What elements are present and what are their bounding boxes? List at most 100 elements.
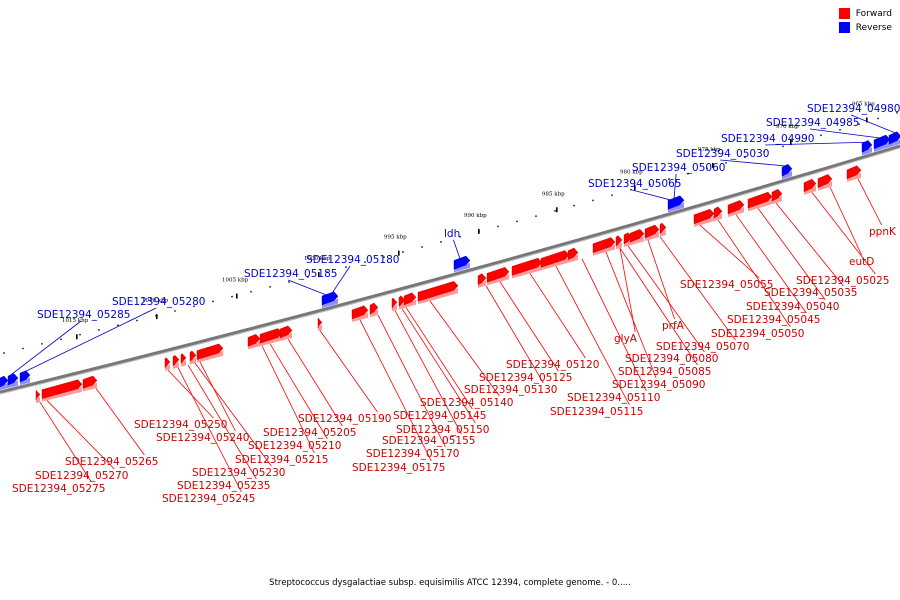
reverse-gene-label[interactable]: SDE12394_05185 [244, 268, 337, 280]
forward-gene-arrow[interactable] [747, 191, 773, 212]
forward-gene-arrow[interactable] [164, 357, 171, 371]
forward-gene-label[interactable]: SDE12394_05150 [396, 424, 489, 436]
gene-features [0, 131, 900, 404]
reverse-gene-label[interactable]: SDE12394_05030 [676, 148, 769, 160]
forward-gene-label[interactable]: SDE12394_05175 [352, 462, 445, 474]
reverse-gene-arrow[interactable] [781, 164, 793, 180]
forward-gene-arrow[interactable] [567, 247, 579, 263]
forward-gene-arrow[interactable] [247, 334, 261, 350]
forward-gene-label[interactable]: SDE12394_05245 [162, 493, 255, 505]
forward-gene-label[interactable]: SDE12394_05210 [248, 440, 341, 452]
reverse-gene-arrow[interactable] [0, 375, 9, 390]
forward-gene-arrow[interactable] [369, 302, 379, 318]
forward-gene-label[interactable]: SDE12394_05080 [625, 353, 718, 365]
forward-gene-arrow[interactable] [713, 206, 723, 222]
legend-reverse[interactable]: Reverse [838, 22, 892, 33]
forward-gene-arrow[interactable] [82, 375, 98, 392]
reverse-gene-arrow[interactable] [19, 370, 31, 386]
forward-gene-arrow[interactable] [817, 174, 833, 191]
forward-gene-label[interactable]: ppnK [869, 226, 897, 238]
forward-gene-label[interactable]: SDE12394_05025 [796, 275, 889, 287]
forward-gene-label[interactable]: SDE12394_05090 [612, 379, 705, 391]
forward-gene-label[interactable]: SDE12394_05115 [550, 406, 643, 418]
forward-gene-arrow[interactable] [259, 328, 283, 347]
forward-gene-label[interactable]: SDE12394_05235 [177, 480, 270, 492]
forward-gene-arrow[interactable] [398, 295, 406, 310]
forward-gene-label[interactable]: SDE12394_05110 [567, 392, 660, 404]
forward-gene-arrow[interactable] [351, 305, 369, 322]
reverse-gene-arrow[interactable] [321, 291, 339, 308]
forward-gene-label[interactable]: SDE12394_05170 [366, 448, 459, 460]
forward-gene-label[interactable]: SDE12394_05055 [680, 279, 773, 291]
reverse-gene-label[interactable]: SDE12394_05280 [112, 296, 205, 308]
legend: Forward Reverse [838, 8, 892, 36]
reverse-gene-label[interactable]: SDE12394_04985 [766, 117, 859, 129]
forward-gene-label[interactable]: SDE12394_05140 [420, 397, 513, 409]
forward-gene-label[interactable]: SDE12394_05050 [711, 328, 804, 340]
forward-gene-arrow[interactable] [511, 257, 543, 279]
forward-gene-label[interactable]: SDE12394_05120 [506, 359, 599, 371]
forward-gene-arrow[interactable] [644, 224, 660, 241]
forward-gene-label[interactable]: glyA [614, 333, 638, 345]
reverse-gene-label[interactable]: SDE12394_04990 [721, 133, 814, 145]
forward-gene-arrow[interactable] [629, 229, 645, 246]
reverse-gene-arrow[interactable] [7, 373, 19, 389]
forward-gene-arrow[interactable] [279, 325, 293, 342]
forward-gene-arrow[interactable] [486, 267, 510, 286]
reverse-gene-label[interactable]: SDE12394_05065 [588, 178, 681, 190]
reverse-gene-arrow[interactable] [861, 140, 873, 156]
forward-gene-arrow[interactable] [803, 178, 817, 195]
forward-gene-arrow[interactable] [659, 222, 667, 237]
reverse-gene-arrow[interactable] [667, 195, 685, 213]
forward-gene-arrow[interactable] [35, 389, 41, 404]
reverse-gene-label[interactable]: SDE12394_05060 [632, 162, 725, 174]
forward-gene-arrow[interactable] [196, 343, 224, 363]
reverse-gene-label[interactable]: SDE12394_04980 [807, 103, 900, 115]
forward-gene-label[interactable]: SDE12394_05265 [65, 456, 158, 468]
forward-gene-arrow[interactable] [771, 188, 783, 205]
forward-gene-label[interactable]: SDE12394_05155 [382, 435, 475, 447]
forward-gene-arrow[interactable] [477, 273, 487, 288]
reverse-gene-arrow[interactable] [453, 255, 471, 273]
forward-gene-label[interactable]: SDE12394_05070 [656, 341, 749, 353]
forward-gene-label[interactable]: SDE12394_05270 [35, 470, 128, 482]
forward-gene-arrow[interactable] [180, 353, 187, 367]
forward-gene-arrow[interactable] [391, 297, 398, 312]
forward-gene-arrow[interactable] [417, 281, 459, 305]
forward-gene-label[interactable]: SDE12394_05125 [479, 372, 572, 384]
forward-gene-arrow[interactable] [317, 317, 323, 332]
forward-gene-arrow[interactable] [189, 350, 197, 365]
forward-gene-label[interactable]: SDE12394_05240 [156, 432, 249, 444]
forward-gene-label[interactable]: SDE12394_05190 [298, 413, 391, 425]
forward-gene-arrow[interactable] [615, 235, 623, 250]
forward-gene-arrow[interactable] [846, 165, 862, 182]
forward-gene-label[interactable]: prfA [662, 320, 685, 332]
forward-gene-arrow[interactable] [727, 200, 745, 218]
forward-gene-arrow[interactable] [403, 292, 417, 309]
forward-gene-arrow[interactable] [172, 354, 180, 369]
tick-mark [318, 272, 320, 278]
reverse-gene-label[interactable]: ldh [444, 228, 460, 240]
legend-forward[interactable]: Forward [838, 8, 892, 19]
reverse-gene-label[interactable]: SDE12394_05285 [37, 309, 130, 321]
forward-gene-arrow[interactable] [592, 237, 616, 256]
forward-gene-label[interactable]: SDE12394_05035 [764, 287, 857, 299]
reverse-gene-label[interactable]: SDE12394_05180 [306, 254, 399, 266]
forward-gene-label[interactable]: SDE12394_05040 [746, 301, 839, 313]
forward-gene-label[interactable]: SDE12394_05215 [235, 454, 328, 466]
forward-gene-label[interactable]: eutD [849, 256, 874, 268]
forward-gene-label[interactable]: SDE12394_05250 [134, 419, 227, 431]
reverse-gene-arrow[interactable] [873, 134, 891, 152]
forward-gene-label[interactable]: SDE12394_05130 [464, 384, 557, 396]
tick-label: 970 kbp [776, 124, 799, 130]
forward-gene-label[interactable]: SDE12394_05205 [263, 427, 356, 439]
forward-gene-label[interactable]: SDE12394_05145 [393, 410, 486, 422]
forward-gene-label[interactable]: SDE12394_05230 [192, 467, 285, 479]
forward-gene-arrow[interactable] [693, 208, 715, 227]
forward-gene-arrow[interactable] [41, 379, 83, 402]
reverse-gene-arrow[interactable] [888, 131, 900, 148]
forward-gene-label[interactable]: SDE12394_05275 [12, 483, 105, 495]
forward-gene-label[interactable]: SDE12394_05085 [618, 366, 711, 378]
forward-gene-arrow[interactable] [540, 250, 570, 271]
forward-gene-label[interactable]: SDE12394_05045 [727, 314, 820, 326]
